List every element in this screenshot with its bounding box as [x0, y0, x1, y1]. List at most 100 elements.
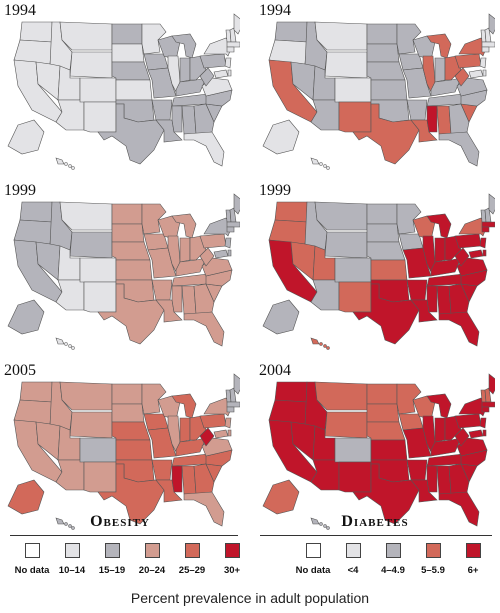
- us-map-svg: [7, 373, 240, 530]
- state-ct: [481, 46, 490, 53]
- state-tx: [352, 283, 420, 345]
- state-nj: [479, 237, 487, 249]
- legend-swatch-obesity: [105, 543, 120, 558]
- state-co: [334, 257, 372, 283]
- map-diabetes-1999: 1999: [255, 180, 495, 350]
- state-pa: [199, 233, 227, 249]
- state-az: [55, 99, 85, 131]
- state-nm: [338, 101, 372, 133]
- state-mn: [141, 203, 167, 235]
- state-nj: [224, 237, 232, 249]
- state-ms: [426, 105, 438, 133]
- state-in: [434, 57, 446, 83]
- state-ms: [426, 465, 438, 493]
- state-ak: [7, 299, 45, 335]
- state-wi: [412, 215, 436, 241]
- legend-label-diabetes: <4: [347, 565, 359, 576]
- state-hi: [310, 337, 320, 345]
- state-sd: [366, 223, 400, 243]
- state-nm: [83, 101, 117, 133]
- state-nd: [366, 203, 398, 225]
- state-nm: [338, 281, 372, 313]
- state-tx: [97, 283, 165, 345]
- state-wi: [157, 215, 181, 241]
- state-wa: [274, 381, 308, 403]
- state-hi: [55, 157, 65, 165]
- state-co: [79, 437, 117, 463]
- state-pa: [199, 53, 227, 69]
- state-az: [55, 279, 85, 311]
- legend-label-diabetes: 6+: [467, 565, 479, 576]
- state-al: [436, 105, 452, 135]
- state-mt: [59, 381, 113, 411]
- state-ma: [481, 221, 495, 228]
- state-ct: [481, 406, 490, 413]
- state-wy: [324, 51, 368, 79]
- map-year-label: 2004: [259, 362, 291, 379]
- legend-swatch-diabetes: [386, 543, 401, 558]
- state-wy: [69, 51, 113, 79]
- state-fl: [438, 131, 480, 167]
- state-wi: [412, 395, 436, 421]
- hawaii-island: [326, 166, 330, 170]
- state-ct: [226, 226, 235, 233]
- state-mi: [171, 33, 197, 59]
- state-ne: [111, 421, 151, 441]
- state-sd: [366, 403, 400, 423]
- state-fl: [183, 311, 225, 347]
- state-ak: [262, 299, 300, 335]
- state-ks: [370, 439, 408, 461]
- state-nj: [224, 57, 232, 69]
- state-de: [482, 429, 487, 437]
- state-nm: [338, 461, 372, 493]
- state-sd: [111, 43, 145, 63]
- hawaii-island: [326, 526, 330, 530]
- state-ar: [151, 459, 173, 481]
- hawaii-island: [323, 524, 327, 528]
- state-md: [468, 69, 484, 79]
- map-obesity-1999: 1999: [0, 180, 240, 350]
- legend-label-obesity: 30+: [223, 565, 241, 576]
- legend-rule-obesity: [10, 535, 238, 536]
- state-wi: [412, 35, 436, 61]
- state-mi: [426, 213, 452, 239]
- us-map-svg: [7, 193, 240, 350]
- state-pa: [454, 53, 482, 69]
- state-ar: [406, 99, 428, 121]
- state-ct: [226, 406, 235, 413]
- state-in: [179, 237, 191, 263]
- state-wy: [69, 231, 113, 259]
- hawaii-island: [323, 344, 327, 348]
- hawaii-island: [326, 346, 330, 350]
- state-ga: [448, 463, 470, 495]
- legend-label-obesity: 20–24: [138, 565, 166, 576]
- state-ks: [370, 79, 408, 101]
- state-me: [488, 373, 495, 395]
- state-de: [227, 429, 232, 437]
- state-pa: [454, 413, 482, 429]
- state-wv: [199, 67, 215, 87]
- state-ct: [226, 46, 235, 53]
- map-year-label: 1999: [259, 182, 291, 199]
- state-ne: [366, 421, 406, 441]
- state-md: [468, 249, 484, 259]
- state-fl: [438, 311, 480, 347]
- state-al: [181, 105, 197, 135]
- state-wv: [199, 247, 215, 267]
- state-me: [233, 193, 240, 215]
- hawaii-island: [323, 164, 327, 168]
- state-ga: [193, 463, 215, 495]
- hawaii-island: [71, 346, 75, 350]
- state-ga: [193, 103, 215, 135]
- state-ar: [151, 99, 173, 121]
- state-nd: [111, 203, 143, 225]
- state-mi: [171, 213, 197, 239]
- state-ms: [171, 465, 183, 493]
- legend-swatch-obesity: [65, 543, 80, 558]
- legend-label-obesity: 25–29: [178, 565, 206, 576]
- state-az: [310, 99, 340, 131]
- state-wy: [324, 411, 368, 439]
- state-pa: [454, 233, 482, 249]
- state-mn: [141, 23, 167, 55]
- legend-swatch-obesity: [185, 543, 200, 558]
